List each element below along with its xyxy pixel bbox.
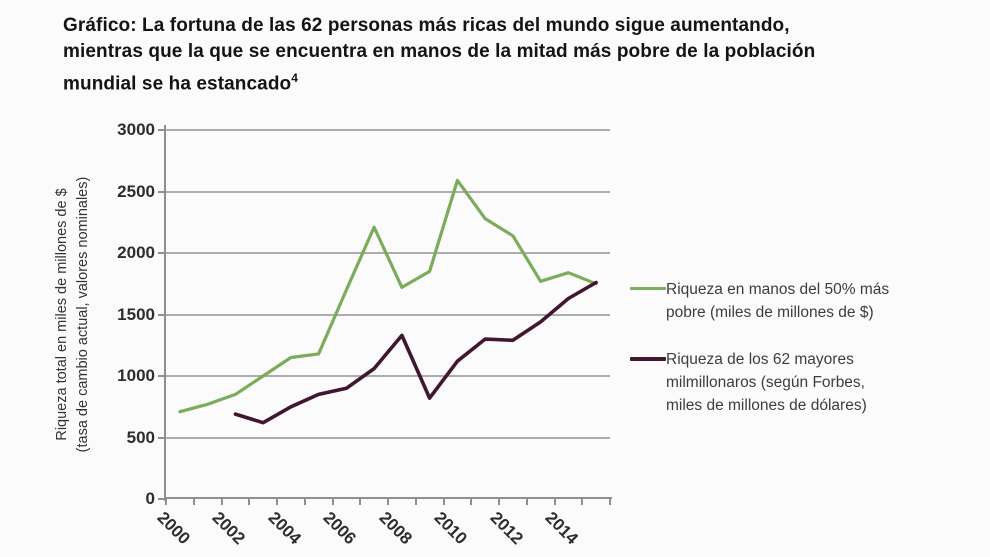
- x-tick-mark: [220, 499, 223, 505]
- y-tick-label-1000: 1000: [117, 366, 155, 385]
- x-axis-line: [164, 497, 612, 499]
- gridline-1000: [166, 375, 610, 377]
- x-tick-mark: [609, 499, 611, 505]
- x-tick-mark: [276, 499, 278, 505]
- legend-entry-bottom50: Riqueza en manos del 50% más pobre (mile…: [630, 278, 960, 324]
- x-tick-mark: [553, 499, 556, 505]
- chart-title: Gráfico: La fortuna de las 62 personas m…: [63, 13, 943, 97]
- chart-title-line2: mientras que la que se encuentra en mano…: [63, 41, 816, 62]
- x-tick-label-2006: 2006: [319, 508, 361, 549]
- y-tick-label-1500: 1500: [117, 304, 155, 324]
- x-tick-mark: [303, 499, 306, 505]
- x-tick-mark: [525, 499, 528, 505]
- x-tick-mark: [331, 499, 334, 505]
- gridline-1500: [166, 313, 610, 316]
- x-tick-mark: [498, 499, 500, 505]
- y-tick-label-500: 500: [126, 427, 155, 447]
- x-tick-label-2002: 2002: [208, 508, 250, 549]
- x-tick-mark: [192, 499, 195, 505]
- series-layer: [178, 178, 598, 425]
- plot-area: 0 500 1000 1500 2000 2500 3000 2000 2002 2004 2006…: [117, 121, 612, 548]
- y-tick-mark: [158, 313, 164, 316]
- x-tick-label-2010: 2010: [430, 508, 472, 549]
- x-tick-mark: [359, 499, 362, 505]
- y-tick-label-0: 0: [145, 489, 155, 508]
- gridline-2000: [166, 252, 610, 254]
- gridline-3000: [166, 129, 610, 131]
- chart-title-line1: Gráfico: La fortuna de las 62 personas m…: [63, 15, 790, 36]
- x-tick-mark: [165, 499, 167, 505]
- y-tick-label-3000: 3000: [117, 120, 155, 139]
- y-tick-label-2000: 2000: [117, 243, 155, 262]
- x-tick-mark: [581, 499, 584, 505]
- y-tick-mark: [158, 375, 164, 377]
- legend-label-line: Riqueza en manos del 50% más: [666, 281, 890, 298]
- gridline-2500: [166, 190, 610, 193]
- y-tick-mark: [158, 436, 164, 439]
- legend-entry-top62: Riqueza de los 62 mayores milmillonaros …: [630, 348, 960, 417]
- series-line-top62: [233, 280, 598, 425]
- x-tick-label-2000: 2000: [153, 508, 194, 549]
- x-tick-label-2014: 2014: [541, 508, 583, 549]
- chart-title-line3: mundial se ha estancado4: [63, 71, 299, 95]
- y-tick-label-2500: 2500: [117, 181, 155, 201]
- x-tick-mark: [387, 499, 389, 505]
- x-tick-label-2004: 2004: [264, 508, 305, 549]
- legend-line-marker-bottom50: [630, 287, 666, 290]
- x-tick-mark: [248, 499, 251, 505]
- legend-label-bottom50: Riqueza en manos del 50% más pobre (mile…: [666, 278, 889, 324]
- x-tick-mark: [414, 499, 417, 505]
- y-tick-mark: [158, 129, 164, 131]
- x-tick-label-2012: 2012: [486, 508, 527, 549]
- chart-legend: Riqueza en manos del 50% más pobre (mile…: [630, 278, 960, 417]
- gridline-500: [166, 436, 610, 439]
- y-tick-mark: [158, 498, 164, 500]
- y-tick-mark: [158, 252, 164, 254]
- x-tick-label-2008: 2008: [375, 508, 416, 549]
- x-tick-mark: [442, 499, 445, 505]
- legend-label-line: Riqueza de los 62 mayores: [666, 351, 854, 368]
- y-axis-line: [164, 125, 166, 501]
- legend-label-line: pobre (miles de millones de $): [666, 304, 874, 321]
- x-tick-mark: [470, 499, 473, 505]
- y-axis-title-line1: Riqueza total en miles de millones de $: [54, 188, 70, 441]
- y-tick-mark: [158, 190, 164, 193]
- legend-label-line: miles de millones de dólares): [666, 397, 867, 414]
- series-line-bottom50: [178, 178, 598, 414]
- legend-line-marker-top62: [630, 357, 666, 361]
- legend-label-line: milmillonaros (según Forbes,: [666, 374, 865, 391]
- footnote-marker: 4: [291, 71, 299, 85]
- legend-label-top62: Riqueza de los 62 mayores milmillonaros …: [666, 348, 867, 417]
